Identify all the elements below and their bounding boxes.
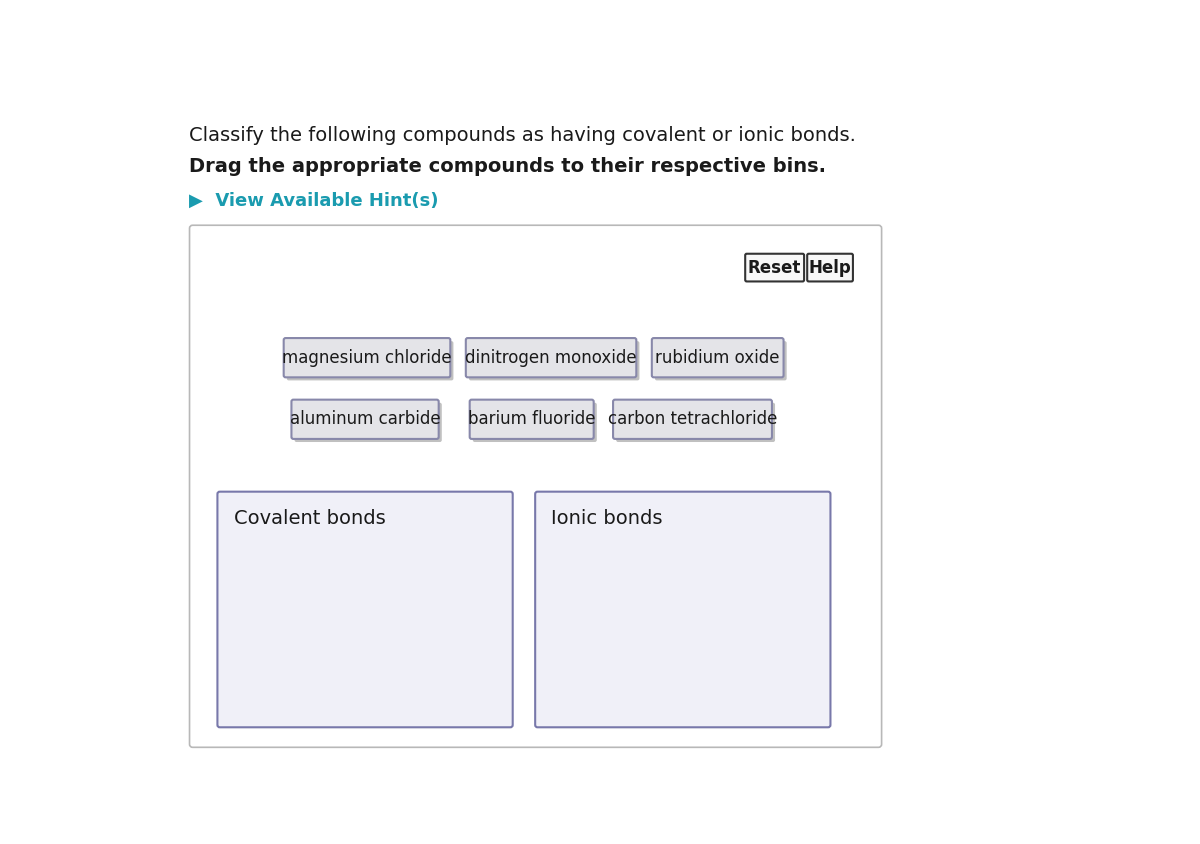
Text: carbon tetrachloride: carbon tetrachloride [608, 410, 778, 428]
FancyBboxPatch shape [283, 338, 450, 377]
Text: dinitrogen monoxide: dinitrogen monoxide [466, 349, 637, 366]
FancyBboxPatch shape [745, 254, 804, 281]
FancyBboxPatch shape [535, 492, 830, 728]
FancyBboxPatch shape [652, 338, 784, 377]
FancyBboxPatch shape [190, 225, 882, 747]
FancyBboxPatch shape [217, 492, 512, 728]
FancyBboxPatch shape [294, 403, 442, 442]
FancyBboxPatch shape [292, 400, 439, 439]
Text: magnesium chloride: magnesium chloride [282, 349, 452, 366]
Text: Covalent bonds: Covalent bonds [234, 510, 385, 528]
FancyBboxPatch shape [808, 254, 853, 281]
FancyBboxPatch shape [473, 403, 596, 442]
Text: ▶  View Available Hint(s): ▶ View Available Hint(s) [188, 192, 438, 210]
FancyBboxPatch shape [469, 341, 640, 381]
Text: Classify the following compounds as having covalent or ionic bonds.: Classify the following compounds as havi… [188, 126, 856, 145]
FancyBboxPatch shape [287, 341, 454, 381]
Text: barium fluoride: barium fluoride [468, 410, 595, 428]
FancyBboxPatch shape [613, 400, 772, 439]
FancyBboxPatch shape [616, 403, 775, 442]
Text: Reset: Reset [748, 258, 802, 277]
FancyBboxPatch shape [655, 341, 787, 381]
Text: aluminum carbide: aluminum carbide [289, 410, 440, 428]
Text: Help: Help [809, 258, 852, 277]
FancyBboxPatch shape [469, 400, 594, 439]
Text: Drag the appropriate compounds to their respective bins.: Drag the appropriate compounds to their … [188, 157, 826, 176]
Text: rubidium oxide: rubidium oxide [655, 349, 780, 366]
FancyBboxPatch shape [466, 338, 636, 377]
Text: Ionic bonds: Ionic bonds [552, 510, 662, 528]
